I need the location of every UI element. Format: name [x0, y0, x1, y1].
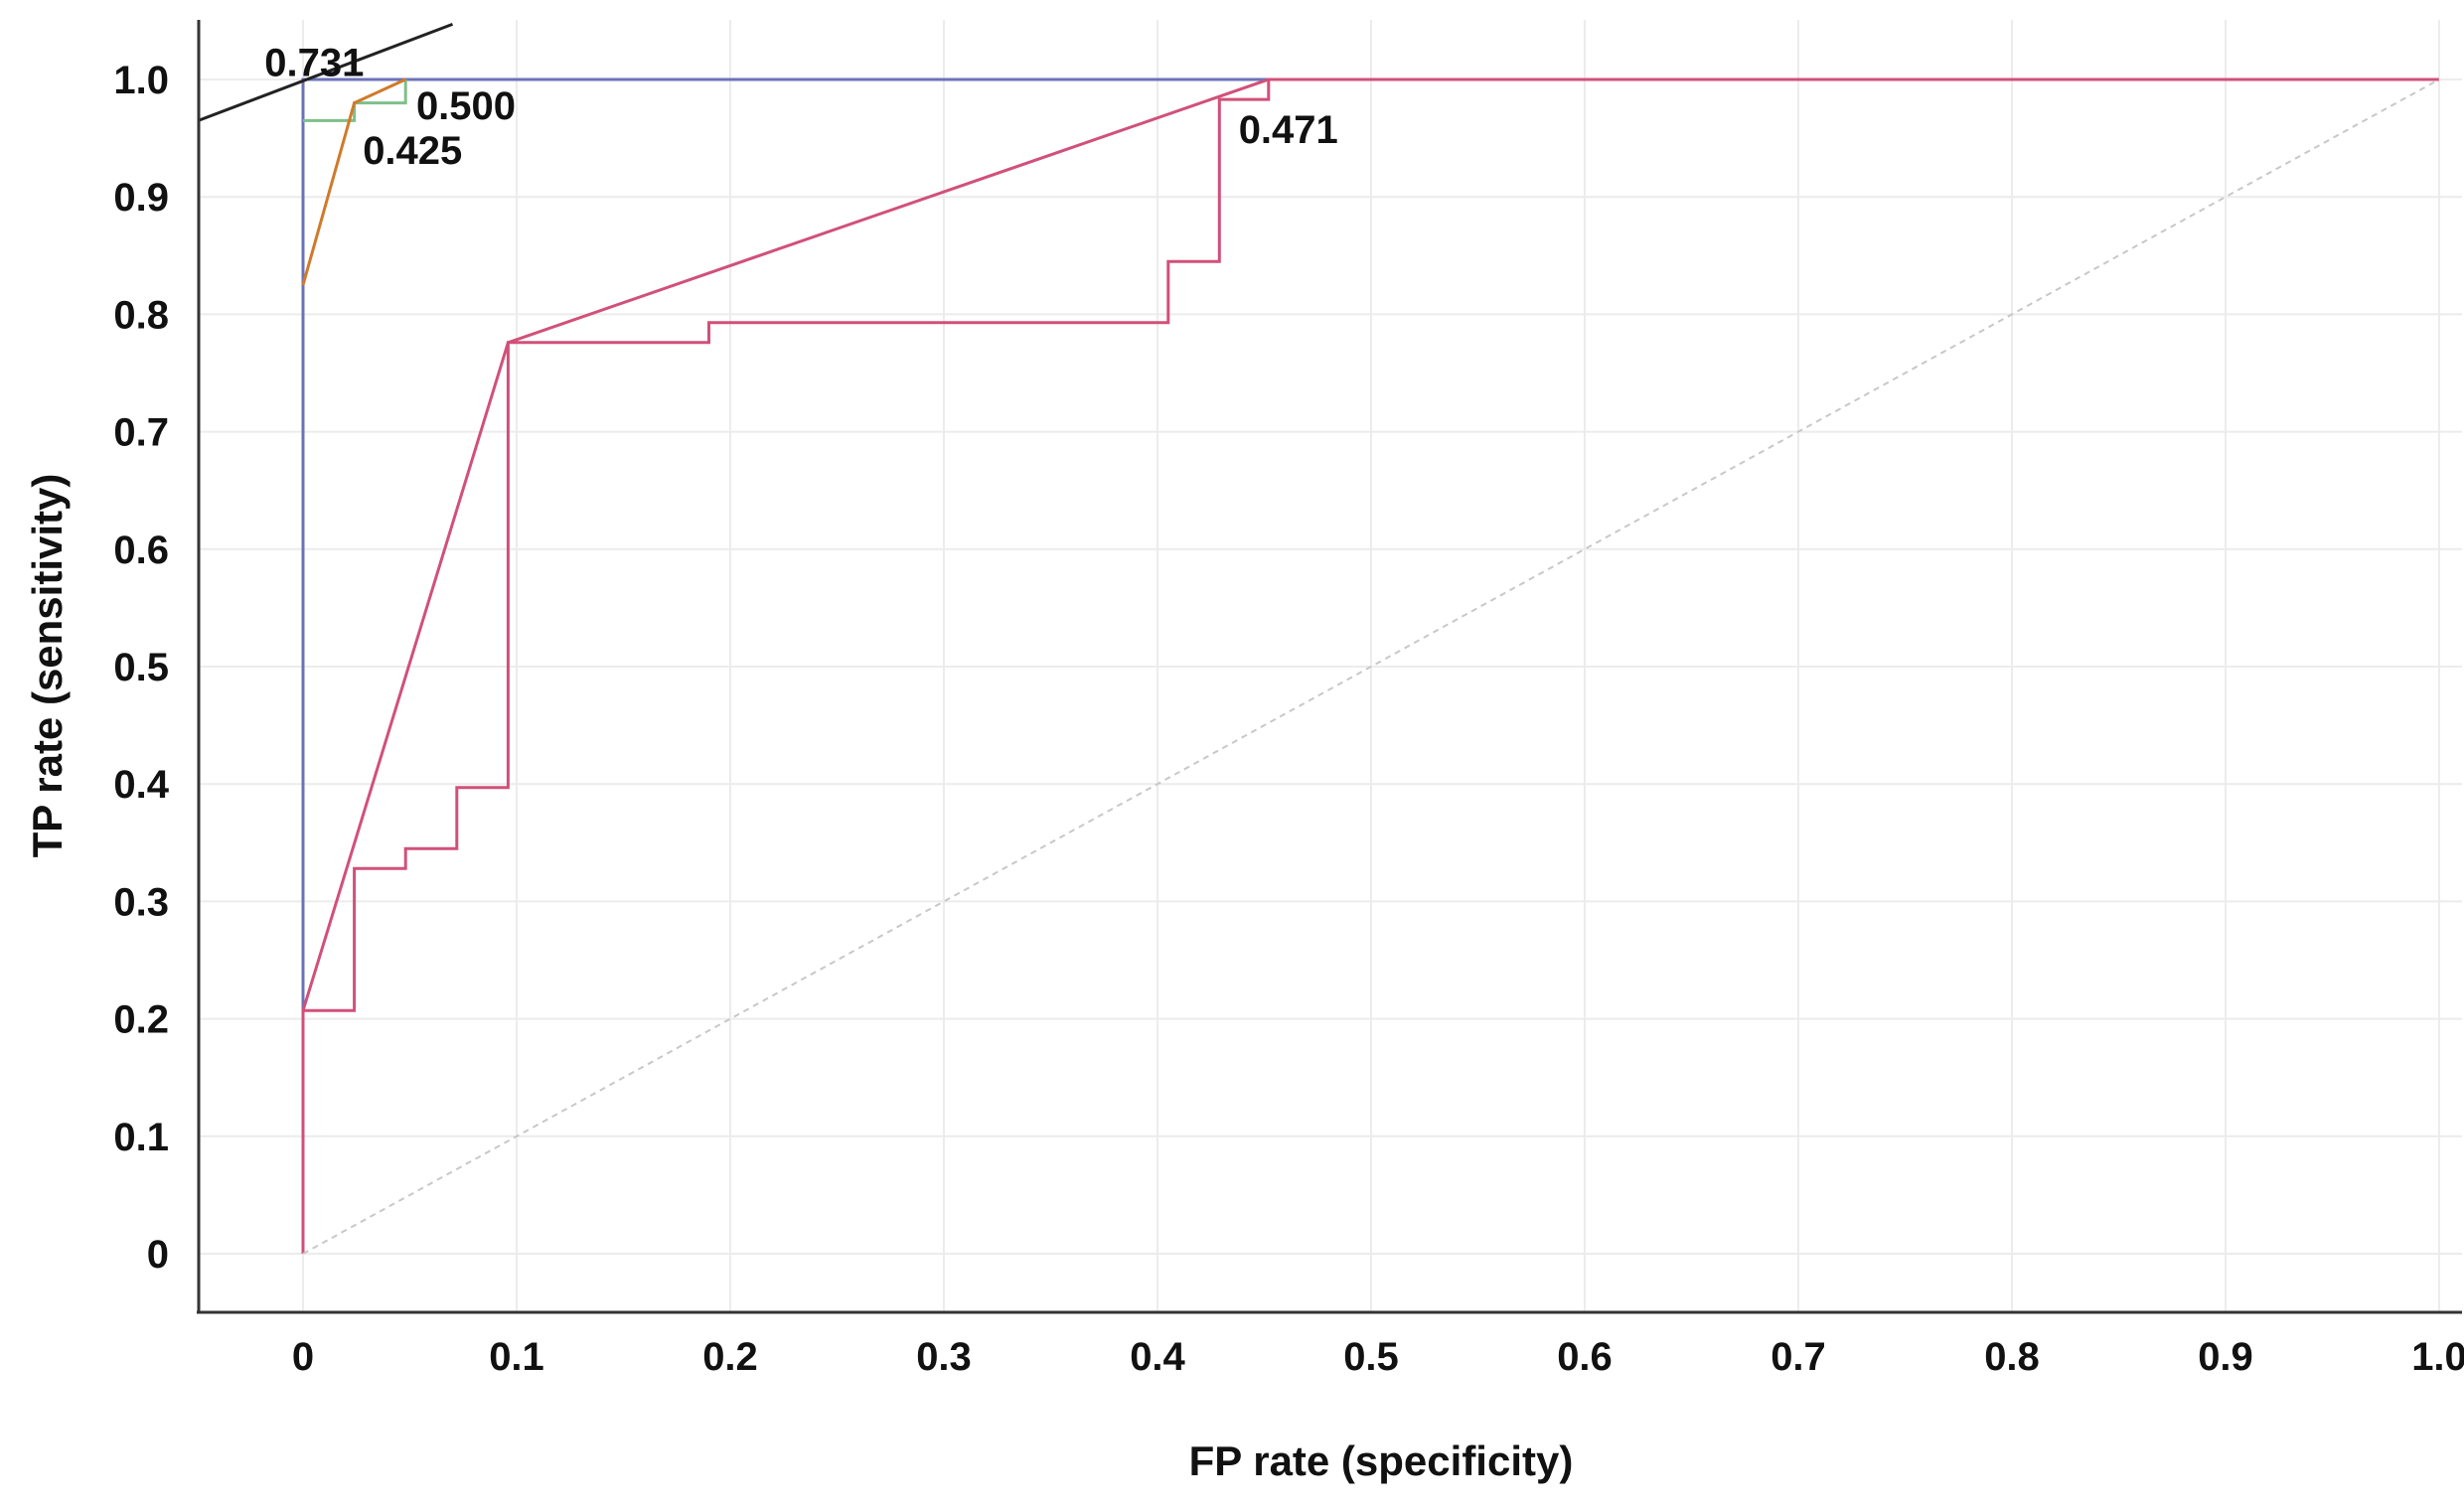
x-tick-label: 0.2 [702, 1335, 758, 1379]
series-line-2 [301, 77, 406, 286]
y-tick-label: 0.4 [113, 763, 169, 807]
axes [197, 20, 2462, 1314]
threshold-label: 0.471 [1239, 108, 1338, 152]
x-tick-label: 0.8 [1984, 1335, 2040, 1379]
series-layer [199, 22, 2440, 1255]
x-tick-label: 0.4 [1130, 1335, 1185, 1379]
y-tick-labels: 0 0.1 0.2 0.3 0.4 0.5 0.6 0.7 0.8 0.9 1.0 [113, 59, 169, 1277]
y-tick-label: 0.9 [113, 176, 169, 220]
series-line-6 [199, 22, 454, 122]
y-tick-label: 0.2 [113, 998, 169, 1042]
y-tick-label: 0.6 [113, 529, 169, 572]
y-tick-label: 0.5 [113, 646, 169, 689]
y-tick-label: 1.0 [113, 59, 169, 102]
x-axis-title: FP rate (specificity) [1189, 1437, 1574, 1484]
y-tick-label: 0.8 [113, 293, 169, 337]
y-tick-label: 0.7 [113, 411, 169, 455]
x-tick-label: 0.9 [2198, 1335, 2253, 1379]
grid [199, 20, 2462, 1311]
y-tick-label: 0 [147, 1233, 169, 1277]
threshold-label: 0.500 [416, 84, 516, 128]
series-line-5 [302, 78, 2440, 1255]
x-tick-label: 0.1 [489, 1335, 544, 1379]
x-tick-labels: 0 0.1 0.2 0.3 0.4 0.5 0.6 0.7 0.8 0.9 1.0 [292, 1335, 2464, 1379]
x-tick-label: 0.3 [916, 1335, 972, 1379]
x-tick-label: 1.0 [2411, 1335, 2464, 1379]
x-tick-label: 0 [292, 1335, 314, 1379]
threshold-label: 0.731 [264, 41, 364, 84]
x-tick-label: 0.6 [1557, 1335, 1613, 1379]
y-tick-label: 0.3 [113, 880, 169, 924]
x-tick-label: 0.7 [1771, 1335, 1826, 1379]
threshold-label: 0.425 [363, 129, 462, 173]
x-tick-label: 0.5 [1343, 1335, 1399, 1379]
y-tick-label: 0.1 [113, 1116, 169, 1159]
y-axis-title: TP rate (sensitivity) [24, 474, 71, 858]
series-line-4 [301, 77, 2439, 1011]
